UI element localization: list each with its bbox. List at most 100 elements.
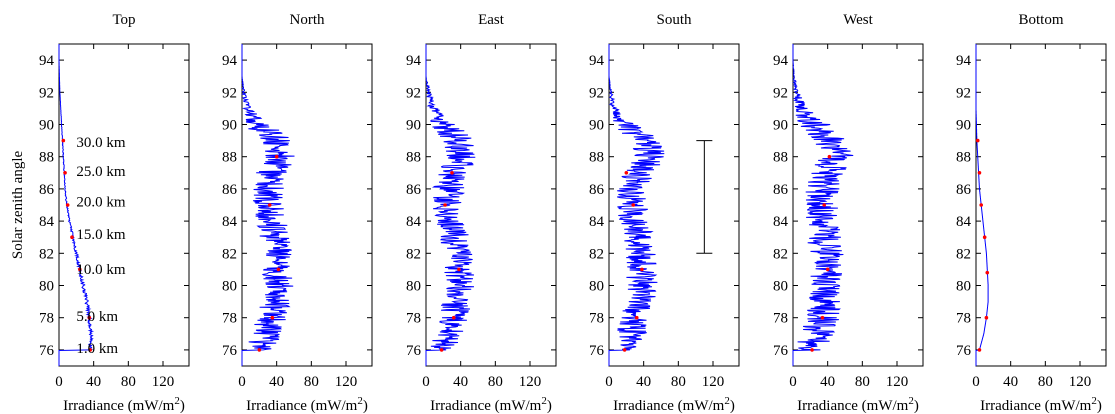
- y-tick-label: 84: [589, 214, 605, 230]
- y-tick-label: 84: [773, 214, 789, 230]
- x-tick-label: 80: [121, 374, 136, 390]
- y-tick-label: 88: [222, 150, 237, 166]
- data-marker: [267, 203, 272, 207]
- plot-frame: [425, 43, 557, 367]
- y-tick-label: 88: [39, 150, 54, 166]
- x-tick-label: 0: [605, 374, 613, 390]
- y-tick-label: 86: [589, 182, 605, 198]
- data-marker: [61, 138, 66, 143]
- y-tick-label: 78: [222, 311, 237, 327]
- y-tick-label: 90: [956, 118, 971, 134]
- data-marker: [270, 315, 275, 320]
- y-tick-label: 86: [956, 182, 972, 198]
- y-tick-label: 90: [589, 118, 604, 134]
- data-marker: [624, 171, 629, 175]
- x-tick-label: 40: [86, 374, 101, 390]
- x-tick-label: 0: [972, 374, 980, 390]
- data-marker: [820, 315, 825, 320]
- y-tick-label: 76: [222, 343, 238, 359]
- data-marker: [977, 171, 982, 175]
- y-tick-label: 80: [956, 279, 971, 295]
- altitude-label: 5.0 km: [76, 309, 118, 325]
- data-marker: [977, 348, 982, 352]
- y-tick-label: 90: [222, 118, 237, 134]
- panel-title: West: [843, 12, 873, 28]
- series-line: [425, 44, 476, 366]
- panel-title: North: [290, 12, 325, 28]
- altitude-label: 20.0 km: [76, 195, 126, 211]
- data-marker: [78, 267, 82, 272]
- y-tick-label: 88: [589, 150, 604, 166]
- data-marker: [87, 315, 92, 320]
- y-tick-label: 78: [406, 311, 421, 327]
- y-tick-label: 78: [773, 311, 788, 327]
- x-tick-label: 80: [304, 374, 319, 390]
- y-tick-label: 94: [773, 53, 789, 69]
- plot-frame: [608, 43, 740, 367]
- y-tick-label: 90: [406, 118, 421, 134]
- y-tick-label: 90: [773, 118, 788, 134]
- panel-north: North 76 78 80 82 84 86 88 90 92 94 0 40 80 120 Irradia…: [222, 12, 373, 414]
- y-tick-label: 88: [773, 150, 788, 166]
- altitude-label: 10.0 km: [76, 262, 126, 278]
- data-marker: [451, 315, 456, 320]
- y-tick-label: 86: [39, 182, 55, 198]
- data-marker: [975, 138, 980, 143]
- panel-title: East: [478, 12, 505, 28]
- x-tick-label: 40: [1003, 374, 1018, 390]
- y-tick-label: 86: [773, 182, 789, 198]
- data-marker: [457, 267, 461, 272]
- x-axis-label: Irradiance (mW/m2): [797, 395, 919, 414]
- data-marker: [257, 348, 262, 352]
- x-axis-label: Irradiance (mW/m2): [613, 395, 735, 414]
- y-tick-label: 88: [956, 150, 971, 166]
- data-marker: [979, 203, 983, 207]
- y-tick-label: 88: [406, 150, 421, 166]
- x-tick-label: 80: [488, 374, 503, 390]
- data-marker: [982, 235, 987, 239]
- y-tick-label: 82: [956, 246, 971, 262]
- x-axis-label: Irradiance (mW/m2): [63, 395, 185, 414]
- panel-top: Top 76 78 80 82 84 86 88 90 92 94 0 40 80 120 Irradianc…: [10, 12, 190, 414]
- y-tick-label: 92: [406, 85, 421, 101]
- y-tick-label: 84: [222, 214, 238, 230]
- y-tick-label: 76: [589, 343, 605, 359]
- y-tick-label: 86: [406, 182, 422, 198]
- y-tick-label: 76: [773, 343, 789, 359]
- data-marker: [63, 171, 67, 175]
- y-tick-label: 78: [956, 311, 971, 327]
- y-tick-label: 84: [39, 214, 55, 230]
- data-marker: [439, 348, 444, 352]
- panel-east: East 76 78 80 82 84 86 88 90 92 94 0 40 80 120 Irradian…: [406, 12, 557, 414]
- y-tick-label: 82: [589, 246, 604, 262]
- y-tick-label: 76: [956, 343, 972, 359]
- panel-west: West 76 78 80 82 84 86 88 90 92 94 0 40 80 120 Irradian…: [773, 12, 924, 414]
- y-tick-label: 80: [589, 279, 604, 295]
- x-tick-label: 0: [238, 374, 246, 390]
- x-tick-label: 0: [422, 374, 430, 390]
- x-tick-label: 120: [886, 374, 909, 390]
- panel-bottom: Bottom 76 78 80 82 84 86 88 90 92 94 0 40 80 120 Irradi…: [956, 12, 1107, 414]
- data-marker: [622, 348, 627, 352]
- y-tick-label: 94: [589, 53, 605, 69]
- series-line: [792, 44, 854, 366]
- y-tick-label: 94: [39, 53, 55, 69]
- data-marker: [985, 270, 990, 275]
- y-tick-label: 92: [773, 85, 788, 101]
- x-tick-label: 80: [671, 374, 686, 390]
- y-tick-label: 78: [589, 311, 604, 327]
- data-marker: [827, 154, 832, 159]
- y-tick-label: 82: [222, 246, 237, 262]
- x-axis-label: Irradiance (mW/m2): [980, 395, 1102, 414]
- y-tick-label: 80: [406, 279, 421, 295]
- y-tick-label: 76: [39, 343, 55, 359]
- plot-frame: [975, 43, 1107, 367]
- y-tick-label: 94: [406, 53, 422, 69]
- data-marker: [274, 154, 279, 159]
- y-tick-label: 82: [406, 246, 421, 262]
- data-marker: [984, 315, 989, 320]
- panel-title: South: [656, 12, 692, 28]
- altitude-label: 25.0 km: [76, 164, 126, 180]
- x-tick-label: 120: [702, 374, 725, 390]
- y-tick-label: 76: [406, 343, 422, 359]
